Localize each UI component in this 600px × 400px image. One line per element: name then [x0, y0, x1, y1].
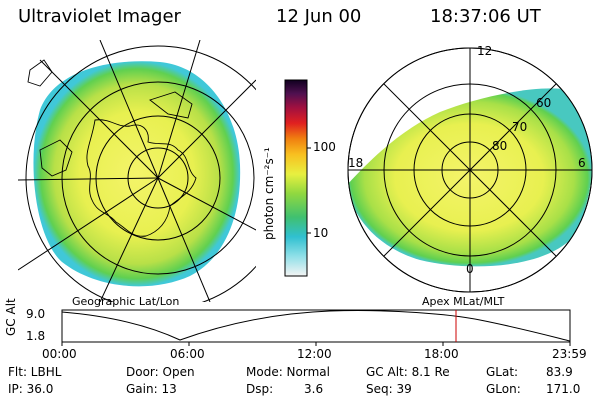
time-tick-1800: 18:00	[424, 347, 459, 361]
filter-info: Flt: LBHL	[8, 365, 62, 379]
door-info: Door: Open	[126, 365, 195, 379]
altitude-ylabel: GC Alt	[4, 298, 18, 336]
altitude-plot	[61, 309, 571, 346]
time-tick-1200: 12:00	[297, 347, 332, 361]
dsp-label: Dsp:	[246, 382, 274, 396]
coastline	[39, 139, 73, 177]
mlat-mlt-grid	[347, 47, 593, 293]
time-label: 18:37:06 UT	[430, 6, 541, 27]
mlat-label-80: 80	[492, 139, 508, 153]
mode-info: Mode: Normal	[246, 365, 330, 379]
coastline	[27, 59, 53, 87]
auroral-image-magnetic	[348, 88, 592, 267]
app-title: Ultraviolet Imager	[18, 6, 181, 27]
mlt-label-0: 0	[466, 262, 474, 276]
geographic-panel-label: Geographic Lat/Lon	[72, 295, 180, 308]
geographic-map-panel	[18, 40, 256, 302]
glon-label: GLon:	[486, 382, 521, 396]
time-tick-0000: 00:00	[42, 347, 77, 361]
glon-value: 171.0	[546, 382, 581, 396]
altitude-curve	[61, 310, 571, 342]
coastline	[149, 91, 193, 119]
glat-value: 83.9	[546, 365, 573, 379]
date-label: 12 Jun 00	[276, 6, 362, 27]
polar-plot-panel	[347, 47, 593, 293]
magnetic-panel-label: Apex MLat/MLT	[422, 295, 505, 308]
mlat-label-70: 70	[512, 120, 528, 134]
gain-info: Gain: 13	[126, 382, 177, 396]
mlt-label-6: 6	[578, 156, 586, 170]
mlt-label-12: 12	[477, 44, 493, 58]
time-tick-0600: 06:00	[170, 347, 205, 361]
lat-lon-grid	[18, 40, 256, 302]
glat-label: GLat:	[486, 365, 519, 379]
mlat-label-60: 60	[536, 96, 552, 110]
seq-info: Seq: 39	[366, 382, 412, 396]
dsp-value: 3.6	[304, 382, 324, 396]
altitude-ytick-low: 1.8	[26, 329, 46, 343]
gc-alt-info: GC Alt: 8.1 Re	[366, 365, 450, 379]
ip-info: IP: 36.0	[8, 382, 54, 396]
altitude-ytick-high: 9.0	[26, 307, 46, 321]
colorbar	[284, 79, 308, 277]
colorbar-tick-10: 10	[313, 226, 329, 240]
colorbar-unit-label: photon cm⁻²s⁻¹	[262, 147, 276, 240]
auroral-image-geographic	[33, 61, 241, 287]
colorbar-tick-100: 100	[313, 140, 336, 154]
time-tick-2359: 23:59	[552, 347, 587, 361]
mlt-label-18: 18	[348, 156, 364, 170]
